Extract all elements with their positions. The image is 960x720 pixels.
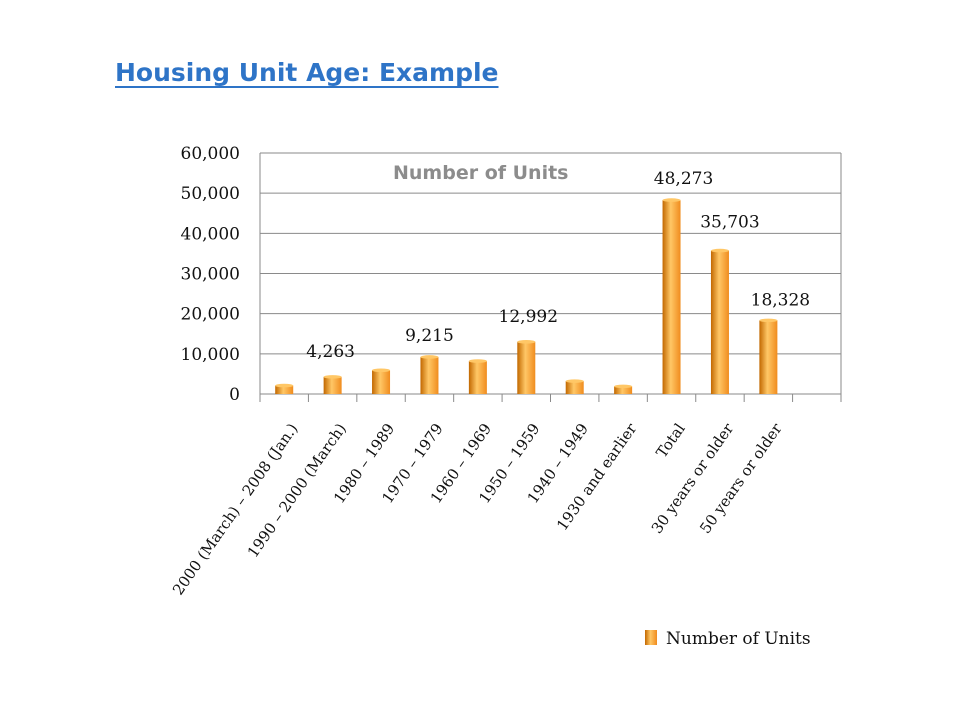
legend-swatch	[645, 630, 657, 645]
legend-label: Number of Units	[666, 629, 811, 649]
bar	[372, 370, 391, 394]
y-tick-label: 30,000	[181, 265, 240, 285]
bar	[323, 376, 342, 394]
bar-cap	[372, 368, 391, 373]
x-tick-label: Total	[652, 420, 688, 461]
bar-cap	[759, 318, 778, 323]
y-axis-ticks: 0 10,000 20,000 30,000 40,000 50,000 60,000	[181, 144, 240, 405]
data-label: 48,273	[654, 169, 713, 189]
bar	[662, 200, 681, 394]
bar	[759, 320, 778, 394]
data-label: 35,703	[700, 213, 759, 233]
y-tick-label: 20,000	[181, 305, 240, 325]
legend: Number of Units	[645, 629, 811, 649]
bar-cap	[614, 384, 633, 389]
bar-cap	[323, 375, 342, 379]
bar-cap	[468, 359, 487, 363]
bar-cap	[420, 355, 439, 359]
bars	[275, 198, 778, 394]
data-label: 4,263	[306, 342, 355, 362]
bar-cap	[275, 383, 294, 388]
bar-cap	[517, 340, 536, 344]
gridlines	[259, 152, 842, 402]
data-label: 12,992	[499, 307, 558, 327]
chart-title: Number of Units	[393, 162, 569, 184]
bar	[275, 385, 294, 394]
data-label: 9,215	[405, 326, 454, 346]
x-axis-category-labels: 2000 (March) – 2008 (Jan.)1990 – 2000 (M…	[169, 419, 786, 598]
bar-cap	[710, 248, 729, 253]
bar	[420, 356, 439, 394]
bar-cap	[662, 198, 681, 202]
data-labels: 4,263 9,215 12,992 48,273 35,703 18,328	[306, 169, 810, 362]
y-tick-label: 0	[229, 385, 240, 405]
bar	[517, 341, 536, 394]
bar	[468, 361, 487, 394]
slide-title[interactable]: Housing Unit Age: Example	[115, 58, 499, 87]
y-tick-label: 50,000	[181, 184, 240, 204]
bar	[710, 250, 729, 394]
y-tick-label: 40,000	[181, 224, 240, 244]
data-label: 18,328	[751, 290, 810, 310]
y-tick-label: 60,000	[181, 144, 240, 164]
bar-cap	[565, 379, 584, 383]
bar	[614, 386, 633, 394]
y-tick-label: 10,000	[181, 345, 240, 365]
bar	[565, 381, 584, 394]
